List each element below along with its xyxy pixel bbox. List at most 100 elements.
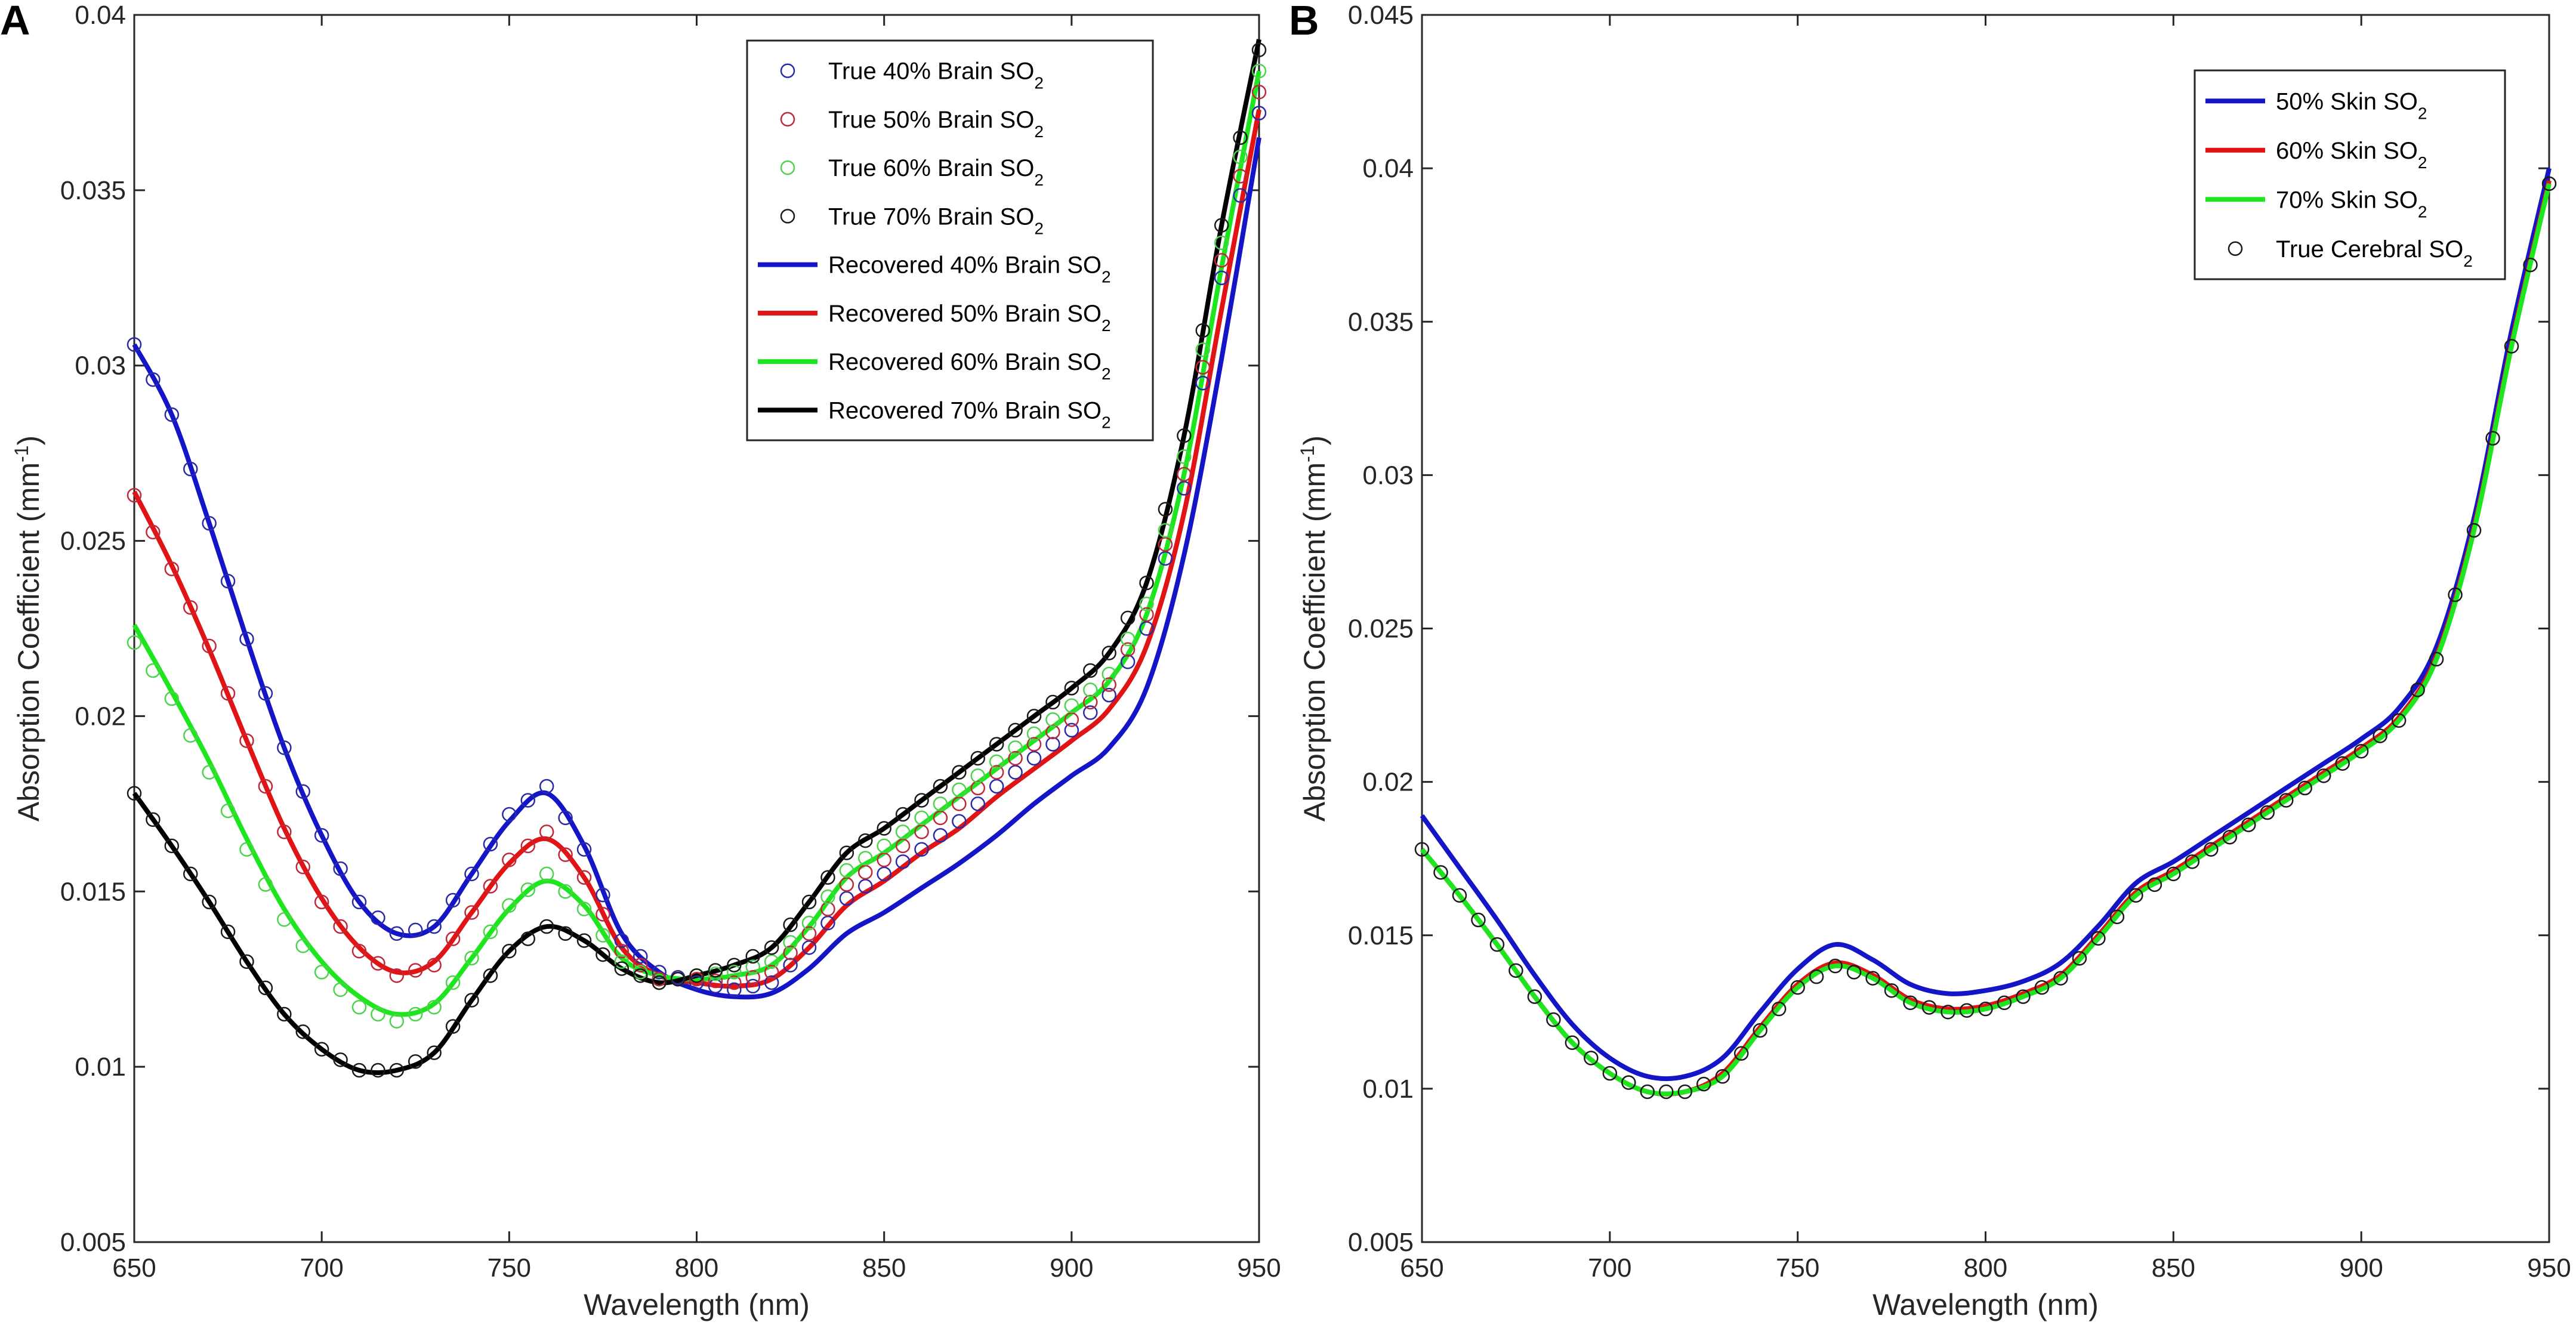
data-point [2109, 909, 2125, 925]
data-point [427, 958, 442, 972]
data-point [1120, 654, 1136, 669]
x-tick-label: 850 [862, 1253, 906, 1283]
y-tick-label: 0.035 [1348, 307, 1414, 336]
panel-letter: B [1289, 0, 1319, 44]
data-point [408, 1006, 423, 1022]
data-point [895, 838, 911, 854]
data-point [220, 803, 236, 819]
data-point [727, 958, 742, 972]
data-point [576, 870, 592, 885]
data-point [877, 853, 891, 867]
data-point [2034, 980, 2050, 995]
data-point [1177, 481, 1192, 496]
data-point [1941, 1005, 1955, 1020]
data-point [202, 894, 217, 910]
x-tick-label: 750 [488, 1253, 531, 1283]
x-axis-label: Wavelength (nm) [1872, 1288, 2099, 1321]
data-point [464, 905, 479, 920]
data-point [933, 779, 948, 794]
x-tick-label: 800 [675, 1253, 718, 1283]
legend-label: Recovered 40% Brain SO2 [828, 252, 1111, 286]
data-point [1083, 682, 1098, 697]
legend-label-subscript: 2 [1034, 171, 1044, 189]
data-point [614, 961, 630, 976]
data-point [1640, 1084, 1655, 1100]
data-point [633, 965, 648, 980]
data-point [202, 515, 217, 531]
data-point [764, 940, 779, 955]
data-point [1026, 737, 1042, 752]
data-point [558, 847, 573, 862]
data-point [596, 907, 610, 922]
data-point [1064, 722, 1079, 738]
data-point [1026, 726, 1042, 742]
data-point [2297, 780, 2312, 796]
data-point [502, 853, 517, 867]
data-point [202, 765, 217, 780]
data-point [652, 975, 667, 990]
data-point [2485, 431, 2500, 446]
legend-label-text: True Cerebral SO [2276, 236, 2463, 262]
data-point [164, 838, 180, 854]
data-point [614, 954, 630, 969]
data-point [1102, 687, 1116, 703]
data-point [1659, 1084, 1674, 1100]
legend-item-recovered-70-brain-so2: Recovered 70% Brain SO2 [758, 397, 1111, 431]
legend-label: Recovered 70% Brain SO2 [828, 397, 1111, 431]
data-point [351, 894, 367, 910]
legend-item-70-skin-so2: 70% Skin SO2 [2205, 187, 2427, 221]
legend-label-text: True 60% Brain SO [828, 155, 1034, 181]
data-point [389, 1014, 405, 1029]
data-point [333, 1052, 348, 1067]
data-point [2410, 682, 2425, 697]
data-point [314, 1042, 329, 1057]
data-point [989, 765, 1004, 780]
data-point [764, 975, 779, 990]
y-axis-label-text: Absorption Coefficient (mm [1298, 462, 1331, 821]
data-point [914, 793, 929, 808]
data-point [314, 828, 329, 843]
legend-item-true-70-brain-so2: True 70% Brain SO2 [780, 203, 1044, 237]
data-point [445, 975, 461, 990]
data-point [1602, 1066, 1618, 1081]
data-point [858, 833, 873, 848]
data-point [2373, 728, 2387, 743]
data-point [558, 926, 573, 941]
data-point [2448, 587, 2463, 603]
data-point [389, 1063, 405, 1078]
data-point [914, 842, 929, 857]
data-point [989, 754, 1004, 770]
data-point [333, 861, 348, 876]
data-point [408, 963, 423, 978]
data-point [295, 938, 310, 953]
x-tick-label: 650 [112, 1253, 156, 1283]
legend-label-subscript: 2 [2418, 153, 2427, 171]
data-point [2204, 842, 2219, 857]
y-tick-label: 0.025 [60, 527, 126, 556]
data-point [351, 999, 367, 1015]
legend-item-recovered-60-brain-so2: Recovered 60% Brain SO2 [758, 349, 1111, 383]
data-point [1195, 342, 1210, 357]
data-point [371, 956, 385, 971]
data-point [764, 954, 779, 969]
y-tick-label: 0.02 [75, 702, 126, 731]
legend-label-text: Recovered 40% Brain SO [828, 252, 1102, 279]
data-point [445, 892, 461, 908]
data-point [1696, 1076, 1711, 1092]
data-point [2222, 829, 2238, 845]
data-point [1471, 912, 1486, 928]
legend-item-true-60-brain-so2: True 60% Brain SO2 [780, 155, 1044, 189]
data-point [727, 982, 742, 997]
data-point [127, 337, 142, 352]
data-point [520, 838, 535, 854]
data-point [1102, 646, 1116, 660]
data-point [633, 949, 648, 964]
data-point [1177, 467, 1192, 482]
legend-label: Recovered 60% Brain SO2 [828, 349, 1111, 383]
data-point [1008, 722, 1023, 738]
data-point [801, 894, 817, 910]
data-point [745, 959, 760, 974]
data-point [2429, 651, 2444, 667]
